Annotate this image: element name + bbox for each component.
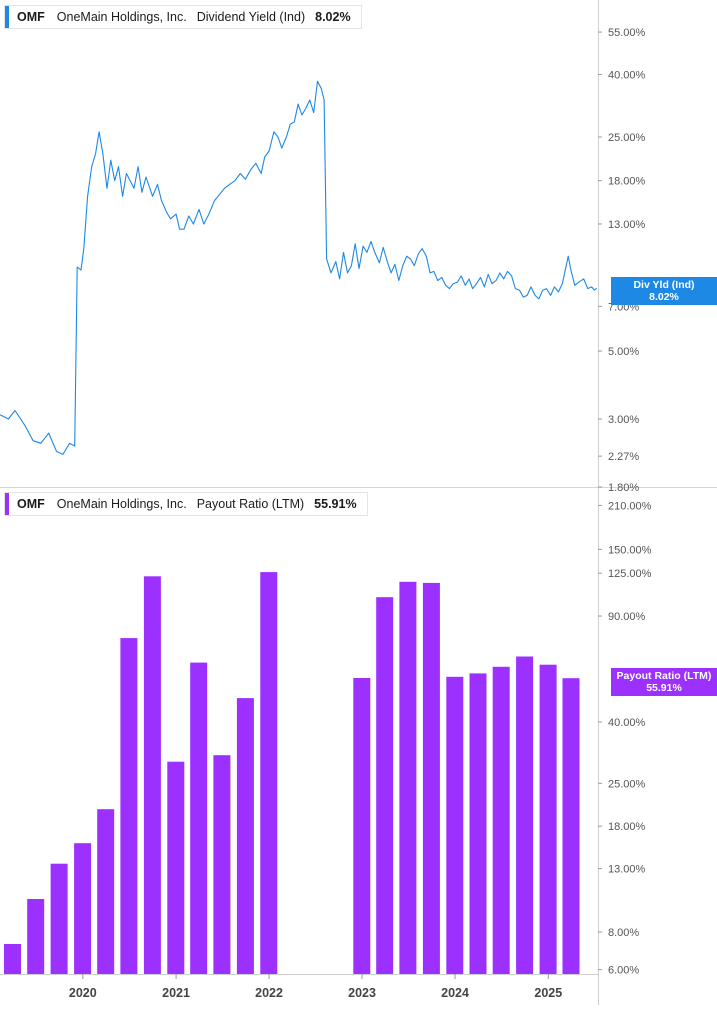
payout-y-tick-label: 8.00%	[608, 927, 639, 939]
payout-y-tick-label: 18.00%	[608, 821, 646, 833]
payout-legend-swatch	[5, 493, 9, 515]
yield-y-tick-label: 3.00%	[608, 414, 639, 426]
payout-value-tag: Payout Ratio (LTM) 55.91%	[611, 668, 717, 696]
x-tick-label: 2025	[534, 986, 562, 1000]
payout-ratio-bar	[376, 597, 394, 974]
payout-ratio-bar	[353, 678, 371, 974]
yield-legend-swatch	[5, 6, 9, 28]
yield-y-tick-label: 13.00%	[608, 219, 646, 231]
payout-y-tick-label: 150.00%	[608, 544, 652, 556]
payout-y-tick-label: 25.00%	[608, 778, 646, 790]
payout-ratio-bar	[74, 843, 92, 974]
x-tick-label: 2021	[162, 986, 190, 1000]
payout-legend-company: OneMain Holdings, Inc.	[56, 497, 187, 511]
payout-ratio-bar	[516, 656, 534, 974]
payout-ratio-bar	[469, 673, 487, 974]
payout-y-tick-label: 13.00%	[608, 864, 646, 876]
payout-ratio-bar	[4, 944, 21, 974]
dividend-yield-line	[0, 80, 598, 455]
payout-ratio-bar	[50, 863, 68, 974]
payout-ratio-bar	[97, 809, 115, 974]
payout-y-tick-label: 6.00%	[608, 965, 639, 977]
payout-legend: OMF OneMain Holdings, Inc. Payout Ratio …	[4, 492, 368, 516]
payout-legend-metric: Payout Ratio (LTM)	[196, 497, 305, 511]
yield-value-tag: Div Yld (Ind) 8.02%	[611, 277, 717, 305]
yield-y-tick-label: 55.00%	[608, 27, 646, 39]
payout-ratio-bar	[213, 755, 231, 974]
payout-ratio-bar	[492, 666, 510, 974]
payout-legend-ticker: OMF	[17, 497, 45, 511]
payout-ratio-bar	[236, 698, 254, 974]
yield-y-tick-label: 25.00%	[608, 132, 646, 144]
payout-tag-value: 55.91%	[646, 682, 682, 694]
yield-tag-value: 8.02%	[649, 291, 679, 303]
x-tick-label: 2022	[255, 986, 283, 1000]
payout-ratio-bar	[446, 676, 464, 974]
payout-ratio-bar	[422, 582, 440, 974]
payout-legend-value: 55.91%	[314, 497, 357, 511]
yield-y-tick-label: 18.00%	[608, 176, 646, 188]
x-tick-label: 2020	[69, 986, 97, 1000]
payout-ratio-bar	[562, 678, 580, 974]
payout-y-tick-label: 90.00%	[608, 611, 646, 623]
yield-y-tick-label: 5.00%	[608, 346, 639, 358]
payout-y-tick-label: 125.00%	[608, 568, 652, 580]
payout-ratio-bar	[260, 572, 278, 974]
x-tick-label: 2023	[348, 986, 376, 1000]
payout-y-tick-label: 40.00%	[608, 717, 646, 729]
x-tick-label: 2024	[441, 986, 469, 1000]
yield-y-tick-label: 2.27%	[608, 451, 639, 463]
payout-ratio-bar	[539, 664, 557, 974]
payout-ratio-bar	[27, 899, 45, 974]
yield-legend-metric: Dividend Yield (Ind)	[196, 10, 306, 24]
payout-tag-label: Payout Ratio (LTM)	[616, 670, 712, 682]
payout-ratio-bar	[167, 761, 185, 974]
yield-legend-company: OneMain Holdings, Inc.	[56, 10, 187, 24]
payout-y-tick-label: 210.00%	[608, 500, 652, 512]
yield-legend: OMF OneMain Holdings, Inc. Dividend Yiel…	[4, 5, 362, 29]
yield-legend-value: 8.02%	[315, 10, 351, 24]
yield-legend-ticker: OMF	[17, 10, 45, 24]
payout-ratio-bar	[143, 576, 161, 974]
yield-y-tick-label: 40.00%	[608, 69, 646, 81]
payout-ratio-bar	[399, 581, 417, 974]
payout-ratio-bar	[190, 662, 208, 974]
payout-ratio-bar	[120, 638, 138, 974]
yield-y-tick-label: 1.80%	[608, 482, 639, 494]
yield-tag-label: Div Yld (Ind)	[633, 279, 695, 291]
